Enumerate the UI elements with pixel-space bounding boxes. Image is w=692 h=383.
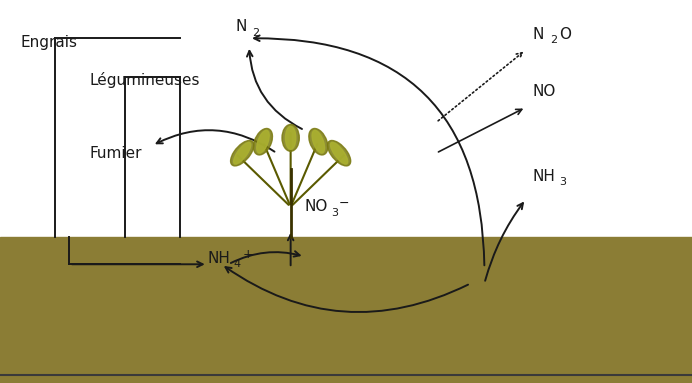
Ellipse shape xyxy=(230,141,254,166)
Bar xyxy=(0,237,692,383)
Text: NH: NH xyxy=(533,169,556,184)
Text: −: − xyxy=(339,197,349,210)
Text: 3: 3 xyxy=(559,177,566,187)
Text: Engrais: Engrais xyxy=(21,34,78,50)
Text: NH: NH xyxy=(208,251,230,266)
Text: O: O xyxy=(559,27,571,42)
Ellipse shape xyxy=(285,126,295,149)
Text: 3: 3 xyxy=(331,208,338,218)
Text: 4: 4 xyxy=(234,259,241,269)
Ellipse shape xyxy=(309,128,328,155)
Text: NO: NO xyxy=(304,199,328,214)
Text: Fumier: Fumier xyxy=(90,146,143,161)
Text: NO: NO xyxy=(533,84,556,100)
Text: Légumineuses: Légumineuses xyxy=(90,72,201,88)
Ellipse shape xyxy=(312,130,325,153)
Ellipse shape xyxy=(253,128,273,155)
Text: 2: 2 xyxy=(550,35,557,45)
Ellipse shape xyxy=(331,142,347,164)
Text: 2: 2 xyxy=(253,28,260,38)
Text: N: N xyxy=(533,27,544,42)
Ellipse shape xyxy=(327,141,351,166)
Ellipse shape xyxy=(257,130,269,153)
Text: +: + xyxy=(242,248,253,261)
Text: N: N xyxy=(235,19,246,34)
Ellipse shape xyxy=(234,142,251,164)
Ellipse shape xyxy=(282,124,299,151)
